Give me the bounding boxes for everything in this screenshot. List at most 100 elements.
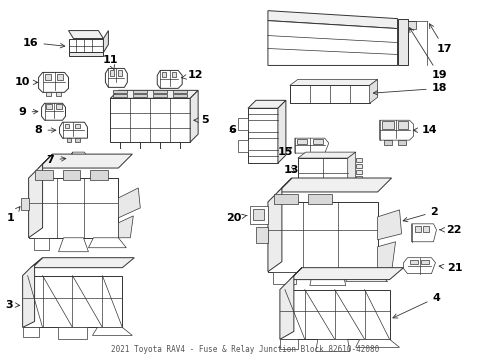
Bar (35, 170, 52, 180)
Polygon shape (55, 104, 62, 109)
Polygon shape (75, 124, 80, 128)
Polygon shape (57, 328, 87, 339)
Polygon shape (278, 100, 286, 163)
Polygon shape (56, 75, 63, 80)
Polygon shape (93, 328, 132, 336)
Bar (397, 140, 406, 145)
Bar (55, 92, 61, 96)
Polygon shape (89, 238, 126, 248)
Polygon shape (421, 260, 429, 264)
Polygon shape (105, 68, 127, 87)
Bar (21, 198, 28, 210)
Text: 22: 22 (440, 225, 461, 235)
Bar (173, 94, 187, 97)
Polygon shape (190, 90, 198, 142)
Polygon shape (397, 19, 408, 66)
Bar (153, 90, 167, 93)
Bar (46, 92, 50, 96)
Polygon shape (28, 154, 52, 238)
Polygon shape (39, 72, 69, 92)
Polygon shape (157, 71, 182, 88)
Text: 11: 11 (102, 55, 118, 69)
Polygon shape (290, 268, 404, 280)
Polygon shape (295, 138, 329, 153)
Text: 19: 19 (410, 28, 447, 80)
Circle shape (27, 329, 34, 336)
Bar (63, 170, 80, 180)
Polygon shape (28, 178, 119, 238)
Polygon shape (103, 31, 108, 53)
Bar (384, 140, 392, 145)
Polygon shape (30, 258, 134, 268)
Bar (113, 90, 127, 93)
Polygon shape (119, 188, 140, 218)
Polygon shape (59, 122, 87, 138)
Bar (91, 170, 108, 180)
Polygon shape (280, 289, 390, 339)
Polygon shape (119, 71, 122, 76)
Polygon shape (248, 100, 286, 108)
Polygon shape (70, 152, 87, 165)
Polygon shape (253, 209, 264, 220)
Text: 21: 21 (439, 263, 462, 273)
Polygon shape (278, 178, 392, 192)
Polygon shape (172, 72, 176, 77)
Polygon shape (110, 90, 198, 98)
Polygon shape (39, 154, 132, 168)
Bar (67, 138, 72, 142)
Bar (382, 121, 393, 129)
Polygon shape (268, 178, 292, 272)
Polygon shape (69, 31, 103, 39)
Polygon shape (316, 339, 350, 351)
Circle shape (70, 330, 75, 336)
Bar (356, 158, 362, 162)
Text: 9: 9 (19, 107, 38, 117)
Polygon shape (268, 202, 378, 272)
Polygon shape (110, 98, 190, 142)
Bar (274, 194, 298, 204)
Bar (356, 170, 362, 174)
Circle shape (330, 342, 336, 348)
Polygon shape (290, 85, 369, 103)
Bar (153, 94, 167, 97)
Bar (397, 121, 408, 129)
Polygon shape (46, 104, 51, 109)
Polygon shape (74, 155, 81, 161)
Bar (256, 227, 268, 243)
Polygon shape (58, 238, 89, 252)
Polygon shape (280, 268, 302, 339)
Polygon shape (250, 206, 268, 224)
Text: 17: 17 (429, 24, 452, 54)
Polygon shape (348, 152, 356, 188)
Polygon shape (346, 272, 388, 282)
Polygon shape (310, 272, 346, 285)
Polygon shape (415, 226, 420, 232)
Polygon shape (34, 238, 49, 250)
Text: 4: 4 (393, 293, 441, 318)
Polygon shape (298, 158, 348, 188)
Text: 8: 8 (35, 125, 56, 135)
Text: 3: 3 (5, 300, 20, 310)
Polygon shape (65, 124, 70, 128)
Polygon shape (404, 258, 436, 274)
Polygon shape (45, 75, 50, 80)
Polygon shape (23, 258, 43, 328)
Bar (173, 90, 187, 93)
Polygon shape (298, 152, 356, 158)
Polygon shape (423, 226, 429, 232)
Bar (408, 21, 416, 28)
Polygon shape (356, 339, 399, 347)
Bar (356, 164, 362, 168)
Text: 12: 12 (182, 71, 203, 80)
Polygon shape (378, 210, 401, 240)
Bar (113, 94, 127, 97)
Bar (75, 138, 80, 142)
Polygon shape (412, 224, 437, 242)
Text: 7: 7 (47, 155, 66, 165)
Polygon shape (268, 11, 397, 28)
Bar (313, 139, 323, 144)
Polygon shape (369, 80, 378, 103)
Text: 18: 18 (373, 84, 447, 95)
Circle shape (285, 341, 291, 347)
Polygon shape (268, 21, 397, 66)
